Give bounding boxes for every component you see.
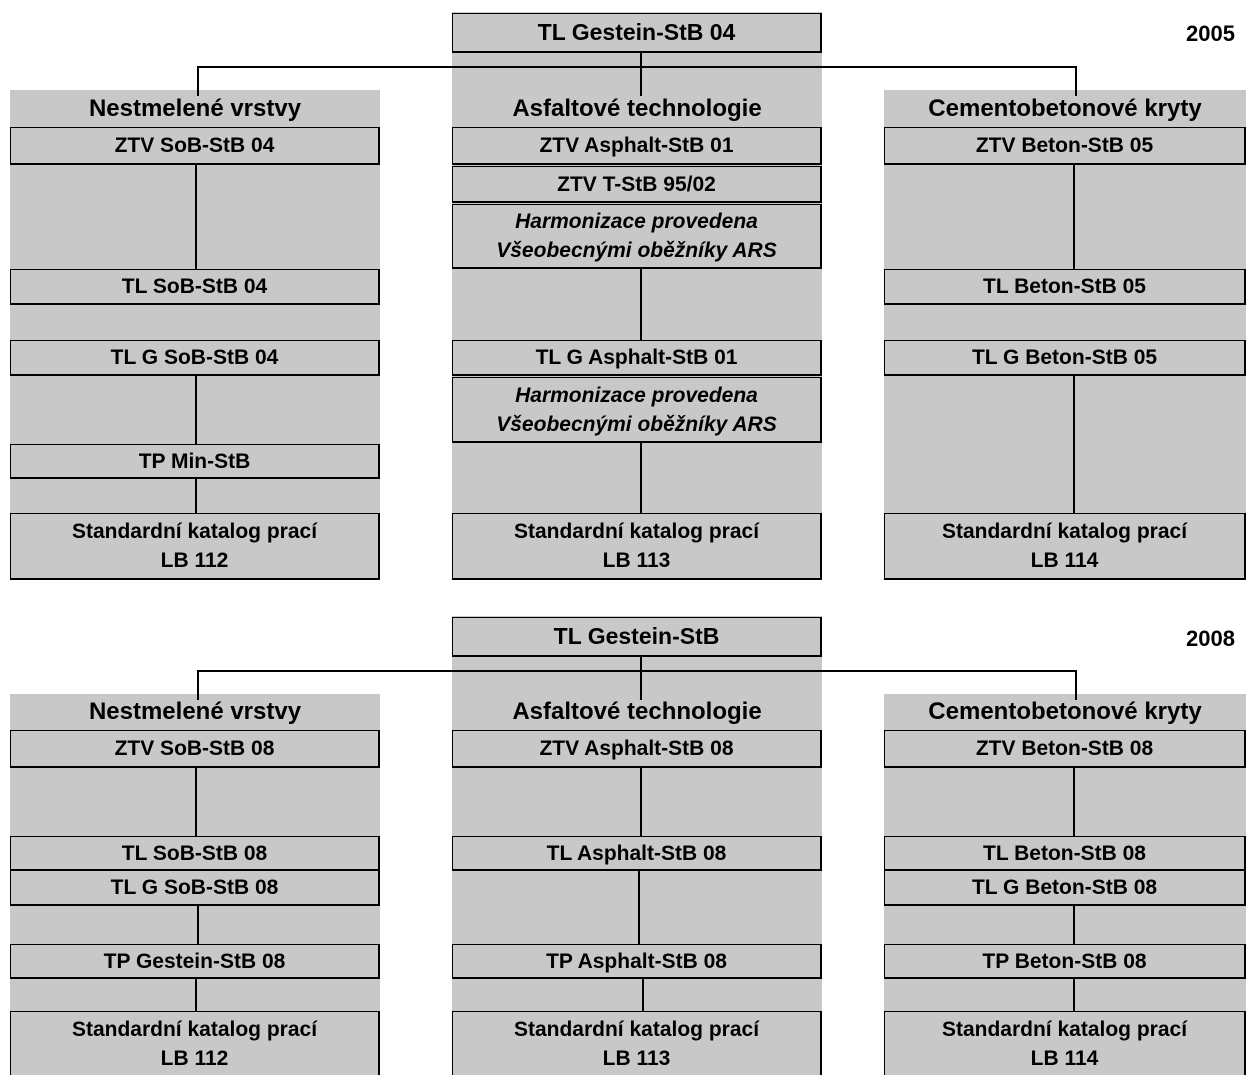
connector-line [1073, 905, 1075, 945]
connector-line [1075, 66, 1077, 96]
standard-box: TL Beton-StB 08 [884, 836, 1246, 871]
catalog-box: Standardní katalog prací LB 114 [884, 513, 1246, 580]
connector-line [195, 478, 197, 514]
catalog-box: Standardní katalog prací LB 114 [884, 1011, 1246, 1075]
connector-line [642, 978, 644, 1012]
root-standard-box: TL Gestein-StB [452, 617, 822, 657]
standard-box: ZTV Beton-StB 08 [884, 730, 1246, 768]
standard-box: ZTV Beton-StB 05 [884, 127, 1246, 165]
year-label: 2005 [1186, 21, 1235, 46]
connector-line [197, 905, 199, 945]
catalog-box: Standardní katalog prací LB 113 [452, 513, 822, 580]
connector-line [198, 670, 1076, 672]
harmonization-note-box: Harmonizace provedena Všeobecnými oběžní… [452, 204, 822, 269]
standard-box: ZTV Asphalt-StB 08 [452, 730, 822, 768]
column-heading: Asfaltové technologie [512, 95, 762, 122]
column-heading: Cementobetonové kryty [928, 698, 1202, 725]
standard-box: ZTV T-StB 95/02 [452, 166, 822, 203]
harmonization-note-box: Harmonizace provedena Všeobecnými oběžní… [452, 377, 822, 443]
connector-line [195, 164, 197, 270]
connector-line [195, 375, 197, 445]
standard-box: ZTV Asphalt-StB 01 [452, 127, 822, 165]
standard-box: TL G Asphalt-StB 01 [452, 340, 822, 376]
connector-line [1075, 670, 1077, 700]
column-heading: Cementobetonové kryty [928, 95, 1202, 122]
standard-box: ZTV SoB-StB 08 [10, 730, 380, 768]
standard-box: TP Min-StB [10, 444, 380, 479]
standard-box: TP Asphalt-StB 08 [452, 944, 822, 979]
connector-line [640, 656, 642, 700]
standard-box: TP Beton-StB 08 [884, 944, 1246, 979]
root-standard-box: TL Gestein-StB 04 [452, 13, 822, 53]
connector-line [1073, 978, 1075, 1012]
connector-line [638, 870, 640, 945]
standard-box: TL G Beton-StB 08 [884, 870, 1246, 906]
connector-line [1073, 375, 1075, 514]
standard-box: ZTV SoB-StB 04 [10, 127, 380, 165]
connector-line [640, 52, 642, 96]
connector-line [197, 670, 199, 700]
standard-box: TL G SoB-StB 04 [10, 340, 380, 376]
connector-line [640, 767, 642, 837]
connector-line [197, 66, 199, 96]
column-heading: Asfaltové technologie [512, 698, 762, 725]
standard-box: TP Gestein-StB 08 [10, 944, 380, 979]
column-heading: Nestmelené vrstvy [88, 698, 302, 725]
connector-line [195, 767, 197, 837]
connector-line [640, 442, 642, 514]
connector-line [195, 978, 197, 1012]
standard-box: TL Beton-StB 05 [884, 269, 1246, 305]
year-label: 2008 [1186, 626, 1235, 651]
connector-line [1073, 164, 1075, 270]
standard-box: TL G Beton-StB 05 [884, 340, 1246, 376]
standard-box: TL SoB-StB 04 [10, 269, 380, 305]
column-band-2005-center [452, 12, 822, 580]
standard-box: TL Asphalt-StB 08 [452, 836, 822, 871]
column-band-2005-right [884, 90, 1246, 580]
connector-line [640, 268, 642, 340]
catalog-box: Standardní katalog prací LB 113 [452, 1011, 822, 1075]
connector-line [198, 66, 1076, 68]
standard-box: TL G SoB-StB 08 [10, 870, 380, 906]
column-heading: Nestmelené vrstvy [88, 95, 302, 122]
catalog-box: Standardní katalog prací LB 112 [10, 513, 380, 580]
catalog-box: Standardní katalog prací LB 112 [10, 1011, 380, 1075]
connector-line [1073, 767, 1075, 837]
standard-box: TL SoB-StB 08 [10, 836, 380, 871]
